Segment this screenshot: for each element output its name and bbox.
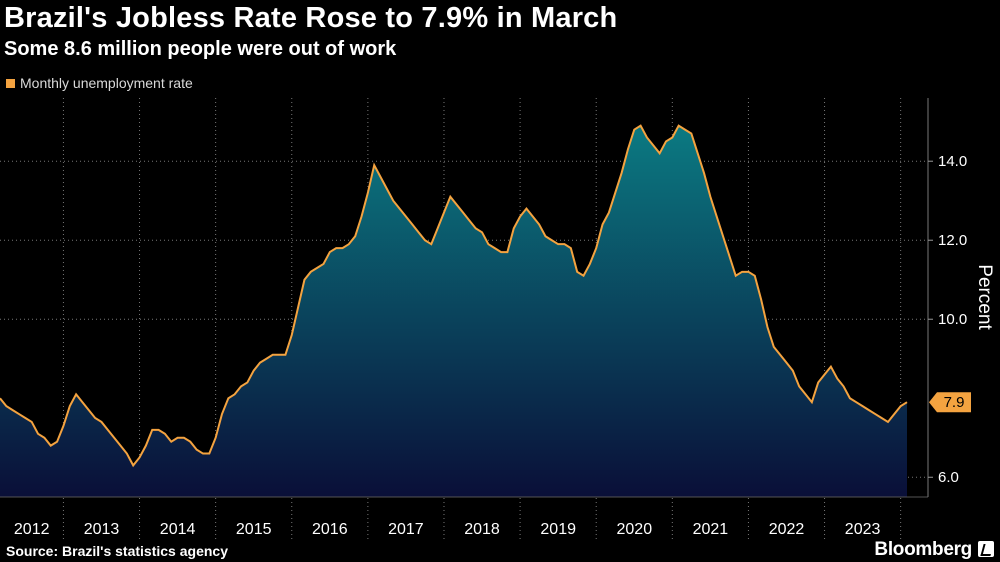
- bloomberg-mark-icon: [978, 541, 994, 557]
- x-tick-label: 2013: [84, 521, 120, 538]
- y-tick-label: 10.0: [938, 311, 967, 328]
- area-fill: [0, 125, 907, 498]
- last-value-tag: [929, 392, 971, 413]
- chart-subtitle: Some 8.6 million people were out of work: [4, 38, 397, 60]
- x-tick-label: 2023: [845, 521, 881, 538]
- series-line: [0, 124, 908, 468]
- bloomberg-logo: Bloomberg: [874, 539, 972, 560]
- legend: Monthly unemployment rate: [6, 75, 193, 91]
- x-tick-label: 2017: [388, 521, 424, 538]
- y-tick-label: 12.0: [938, 232, 967, 249]
- x-tick-label: 2016: [312, 521, 348, 538]
- chart-title: Brazil's Jobless Rate Rose to 7.9% in Ma…: [4, 2, 618, 34]
- x-tick-label: 2012: [14, 521, 50, 538]
- last-value-label: 7.9: [944, 394, 965, 411]
- x-tick-label: 2022: [769, 521, 805, 538]
- y-tick-label: 14.0: [938, 153, 967, 170]
- x-tick-label: 2019: [540, 521, 576, 538]
- x-tick-label: 2014: [160, 521, 196, 538]
- x-tick-label: 2020: [617, 521, 653, 538]
- last-value-callout: 7.9: [929, 392, 971, 413]
- x-tick-label: 2021: [693, 521, 729, 538]
- x-tick-label: 2018: [464, 521, 500, 538]
- y-axis-label: Percent: [974, 264, 995, 330]
- legend-label: Monthly unemployment rate: [20, 75, 193, 91]
- x-axis: 2012 2013 2014 2015 2016 2017 2018 2019 2020 2021…: [14, 521, 881, 538]
- source-note: Source: Brazil's statistics agency: [6, 543, 228, 559]
- y-axis: 6.0 10.0 12.0 14.0: [928, 153, 967, 486]
- y-tick-label: 6.0: [938, 469, 959, 486]
- x-tick-label: 2015: [236, 521, 272, 538]
- legend-swatch: [6, 78, 15, 88]
